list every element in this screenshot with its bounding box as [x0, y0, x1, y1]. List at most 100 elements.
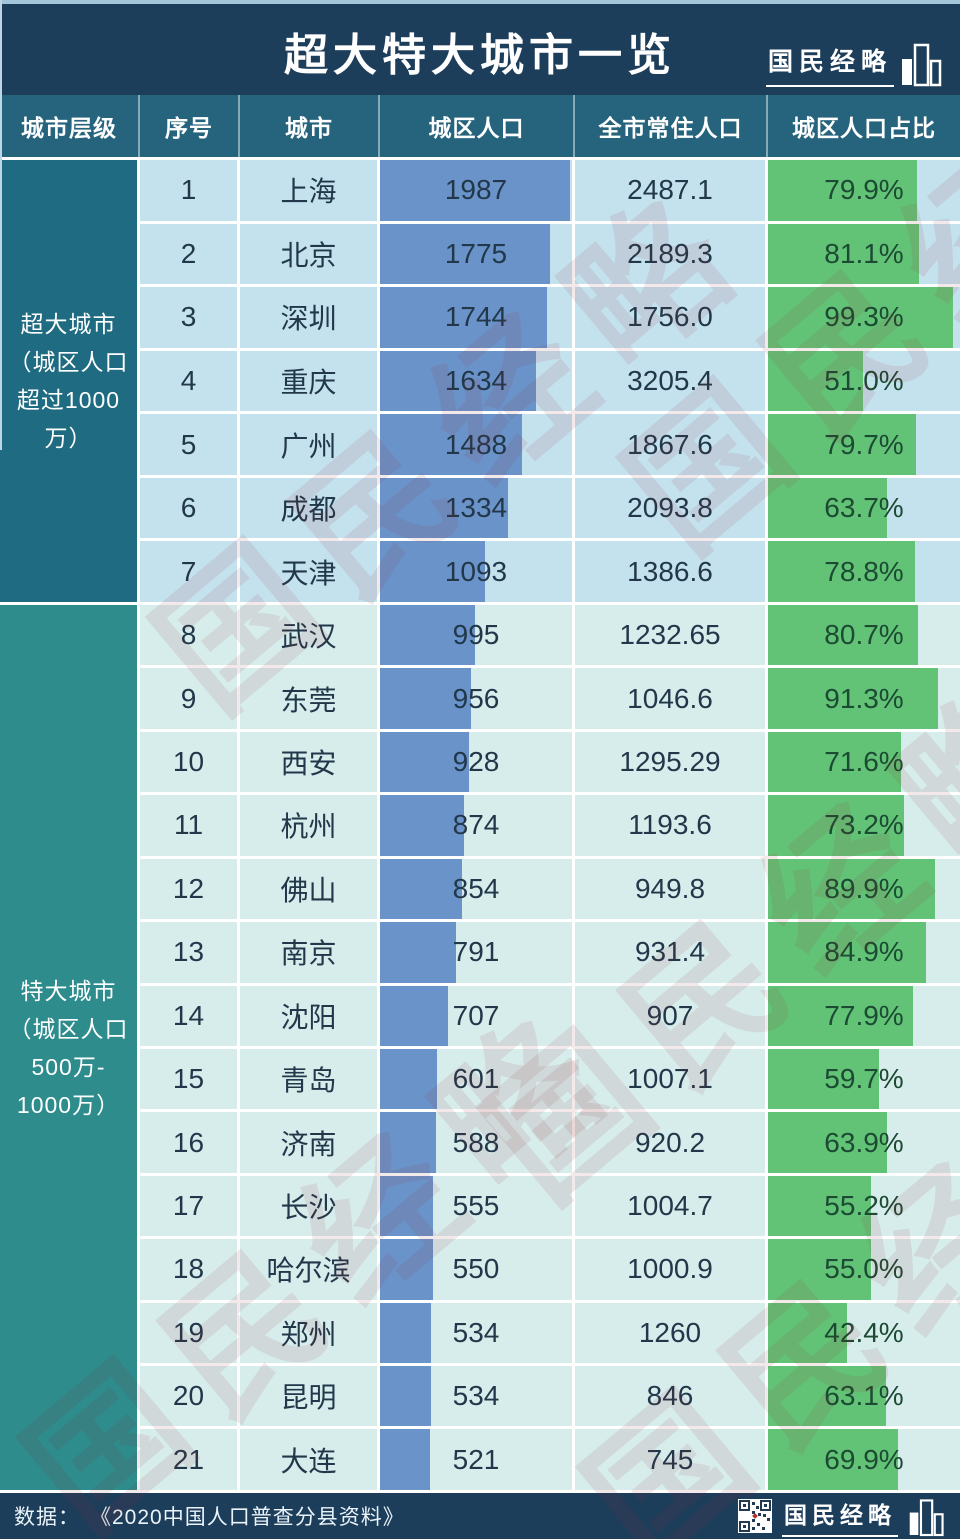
city-name: 昆明	[240, 1366, 380, 1427]
city-name: 武汉	[240, 605, 380, 666]
urban-pop-bar	[380, 160, 571, 221]
table-row: 18 哈尔滨 550 1000.9 55.0%	[140, 1236, 960, 1300]
total-pop-value: 1193.6	[575, 795, 768, 856]
urban-share-bar	[768, 1112, 888, 1173]
urban-share-value: 55.2%	[824, 1190, 904, 1221]
row-index: 5	[140, 414, 240, 475]
header-index: 序号	[140, 95, 240, 157]
urban-pop-bar	[380, 287, 547, 348]
urban-pop-bar	[380, 1366, 432, 1427]
total-pop-value: 745	[575, 1429, 768, 1490]
tier-label-line: 500万-	[31, 1053, 106, 1080]
urban-share-value: 99.3%	[824, 301, 904, 333]
urban-pop-value: 707	[452, 999, 500, 1031]
top-edge-strip	[0, 0, 960, 4]
table-row: 4 重庆 1634 3205.4 51.0%	[140, 347, 960, 412]
urban-share-value: 55.0%	[824, 1253, 904, 1285]
urban-share-cell: 71.6%	[768, 731, 960, 793]
table-row: 11 杭州 874 1193.6 73.2%	[140, 792, 960, 856]
row-index: 1	[140, 160, 240, 221]
total-pop-value: 3205.4	[575, 350, 768, 412]
urban-pop-bar	[380, 668, 472, 729]
urban-share-value: 73.2%	[824, 809, 904, 841]
city-name: 北京	[240, 223, 380, 285]
urban-pop-cell: 550	[380, 1239, 575, 1300]
table-row: 10 西安 928 1295.29 71.6%	[140, 728, 960, 793]
tier-label-line: 特大城市	[20, 977, 117, 1004]
urban-pop-bar	[380, 350, 537, 412]
table-header-row: 城市层级 序号 城市 城区人口 全市常住人口 城区人口占比	[0, 95, 960, 157]
urban-share-value: 77.9%	[824, 999, 904, 1031]
total-pop-value: 1260	[575, 1302, 768, 1364]
row-index: 13	[140, 922, 240, 983]
header-total-pop: 全市常住人口	[575, 95, 768, 157]
urban-share-value: 89.9%	[824, 872, 904, 904]
urban-share-value: 63.9%	[824, 1126, 904, 1158]
urban-share-bar	[768, 1366, 886, 1427]
urban-share-cell: 77.9%	[768, 985, 960, 1046]
urban-share-bar	[768, 223, 920, 285]
total-pop-value: 2189.3	[575, 223, 768, 285]
row-index: 11	[140, 795, 240, 856]
urban-pop-cell: 707	[380, 985, 575, 1046]
data-source-text: 《2020中国人口普查分县资料》	[90, 1506, 405, 1529]
footer-brand: 国民经略	[738, 1495, 946, 1537]
urban-share-cell: 79.9%	[768, 160, 960, 221]
urban-pop-bar	[380, 1048, 438, 1110]
urban-pop-bar	[380, 731, 469, 793]
table-row: 2 北京 1775 2189.3 81.1%	[140, 220, 960, 285]
total-pop-value: 1295.29	[575, 731, 768, 793]
urban-pop-cell: 1488	[380, 414, 575, 475]
city-name: 青岛	[240, 1048, 380, 1110]
urban-pop-value: 555	[452, 1190, 500, 1221]
urban-share-bar	[768, 1048, 880, 1110]
city-name: 东莞	[240, 668, 380, 729]
city-name: 沈阳	[240, 985, 380, 1046]
header-city-tier: 城市层级	[0, 95, 140, 157]
urban-share-cell: 81.1%	[768, 223, 960, 285]
urban-pop-cell: 995	[380, 605, 575, 666]
building-skyline-icon	[909, 1499, 944, 1537]
total-pop-value: 1004.7	[575, 1175, 768, 1237]
tier-label-line: （城区人口	[8, 1015, 129, 1042]
city-name: 成都	[240, 477, 380, 539]
urban-share-cell: 79.7%	[768, 414, 960, 475]
urban-pop-value: 1987	[444, 174, 508, 206]
urban-pop-bar	[380, 1429, 430, 1490]
tier-label-line: 1000万）	[16, 1091, 121, 1118]
urban-share-cell: 69.9%	[768, 1429, 960, 1490]
header-city: 城市	[240, 95, 380, 157]
tier-label-line: 万）	[44, 425, 93, 451]
urban-pop-cell: 555	[380, 1175, 575, 1237]
row-index: 18	[140, 1239, 240, 1300]
brand-logo-text: 国民经略	[765, 42, 894, 87]
table-row: 3 深圳 1744 1756.0 99.3%	[140, 284, 960, 348]
urban-pop-cell: 874	[380, 795, 575, 856]
row-index: 10	[140, 731, 240, 793]
row-index: 14	[140, 985, 240, 1046]
urban-pop-cell: 1334	[380, 477, 575, 539]
urban-share-bar	[768, 668, 939, 729]
table-row: 7 天津 1093 1386.6 78.8%	[140, 538, 960, 603]
table-row: 1 上海 1987 2487.1 79.9%	[140, 157, 960, 221]
urban-pop-bar	[380, 985, 448, 1046]
total-pop-value: 920.2	[575, 1112, 768, 1173]
city-name: 深圳	[240, 287, 380, 348]
urban-pop-bar	[380, 795, 464, 856]
table-row: 21 大连 521 745 69.9%	[140, 1426, 960, 1490]
row-index: 9	[140, 668, 240, 729]
urban-share-bar	[768, 541, 915, 603]
urban-pop-bar	[380, 541, 485, 603]
urban-share-value: 80.7%	[824, 619, 904, 651]
qr-code	[738, 1499, 772, 1533]
total-pop-value: 1386.6	[575, 541, 768, 603]
page-title: 超大特大城市一览	[284, 30, 676, 80]
table-row: 9 东莞 956 1046.6 91.3%	[140, 665, 960, 729]
row-index: 8	[140, 605, 240, 666]
urban-pop-cell: 1987	[380, 160, 575, 221]
total-pop-value: 1000.9	[575, 1239, 768, 1300]
footer-bar: 数据： 《2020中国人口普查分县资料》 国民经略	[0, 1493, 960, 1539]
urban-share-value: 63.1%	[824, 1380, 904, 1412]
urban-pop-cell: 534	[380, 1366, 575, 1427]
table-row: 6 成都 1334 2093.8 63.7%	[140, 474, 960, 539]
